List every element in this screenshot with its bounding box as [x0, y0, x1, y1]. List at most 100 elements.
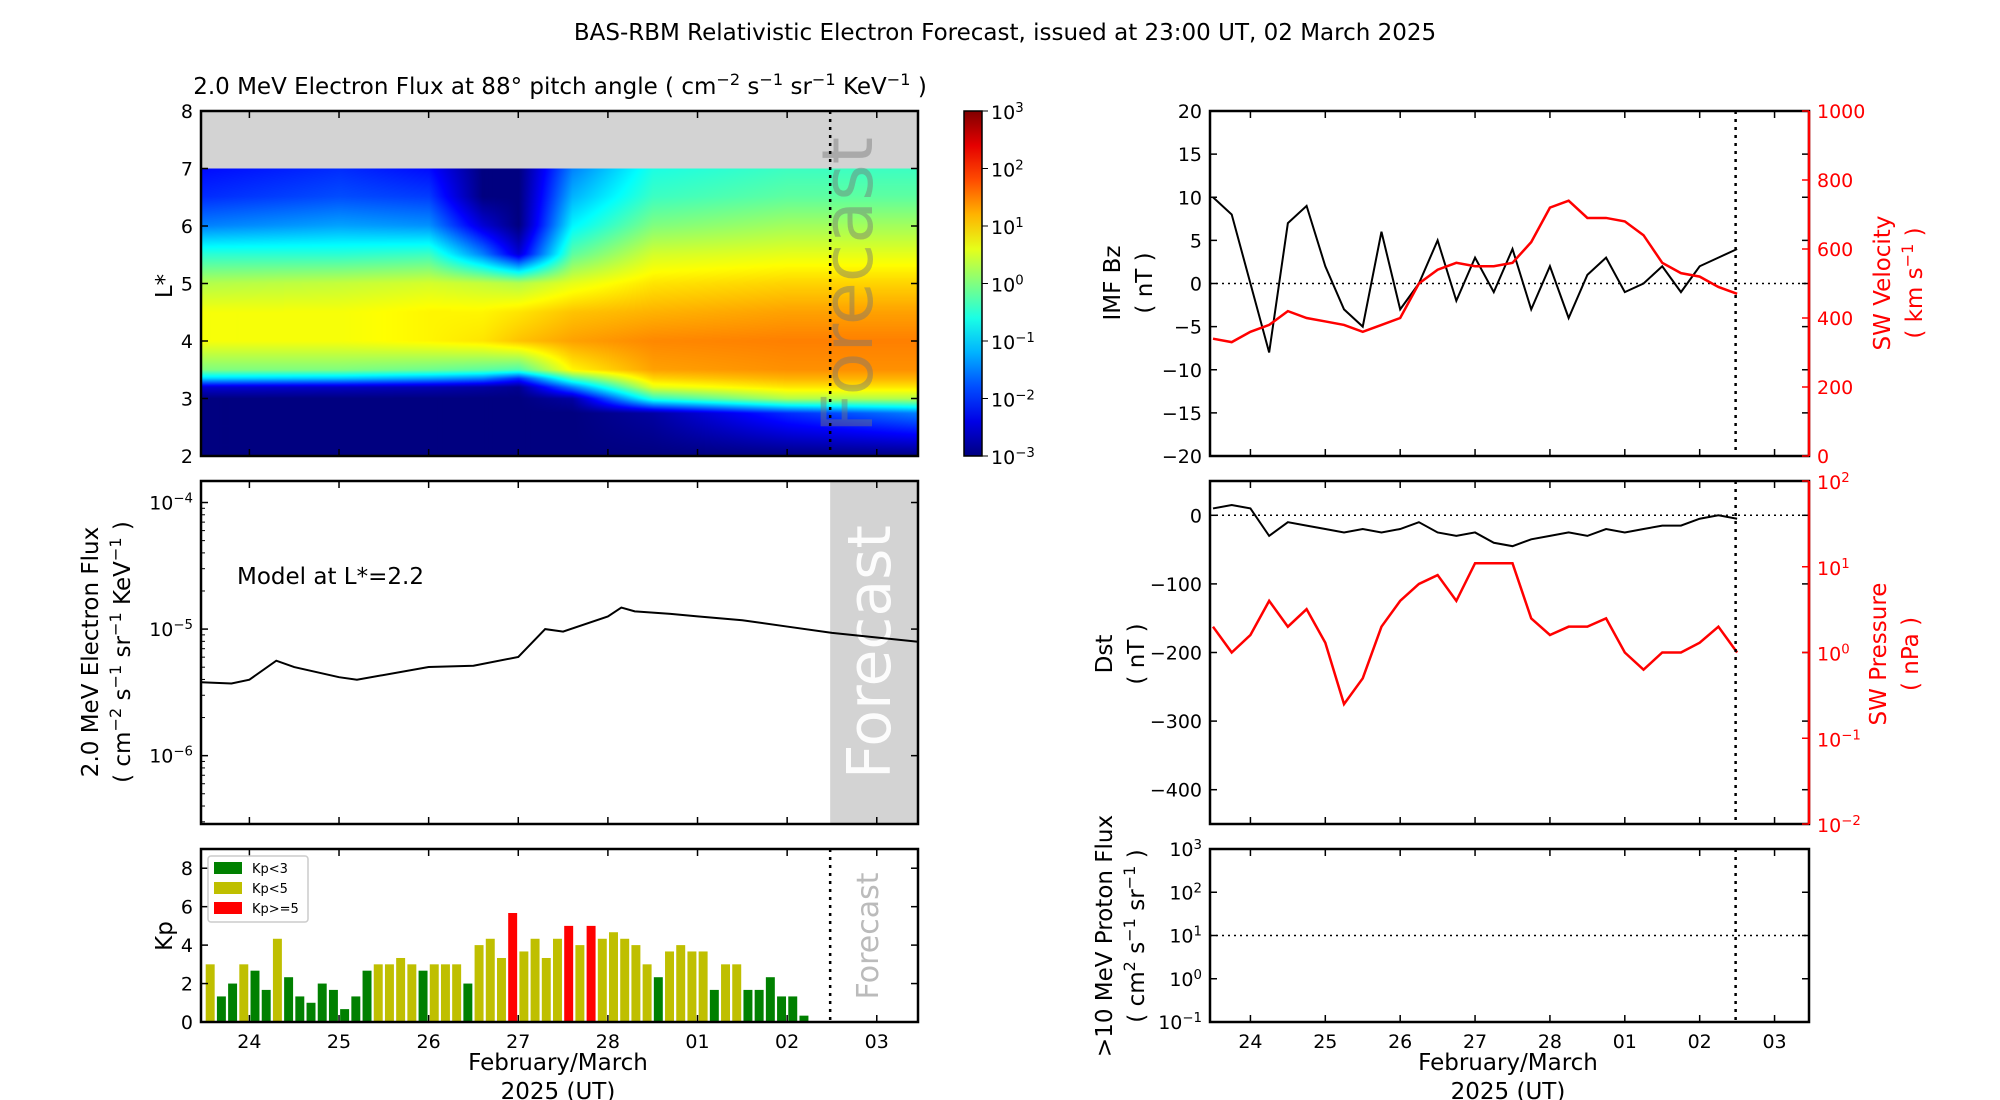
kp-bar — [440, 964, 450, 1022]
colorbar-tick-label: 100 — [991, 273, 1024, 297]
bz-ylabel-line1: IMF Bz — [1100, 245, 1126, 320]
kp-bar — [362, 970, 372, 1022]
flux-frame — [199, 479, 920, 826]
pressure-ytick-label: 10−2 — [1817, 814, 1861, 838]
bz-ytick-label: 5 — [1190, 230, 1202, 252]
flux-ylabel-line1: 2.0 MeV Electron Flux — [78, 527, 104, 777]
kp-bar — [351, 996, 361, 1022]
spectrogram-ytick-label: 3 — [181, 389, 193, 411]
kp-bar — [216, 996, 226, 1022]
kp-ytick-label: 8 — [181, 858, 193, 880]
kp-xtick-label: 03 — [865, 1031, 889, 1053]
dst-ylabel-line2: ( nT ) — [1124, 623, 1150, 684]
spectrogram-ytick-label: 2 — [181, 446, 193, 468]
kp-bar — [306, 1002, 316, 1022]
kp-bar — [541, 957, 551, 1022]
bz-line — [1212, 196, 1738, 353]
colorbar-tick-label: 101 — [991, 216, 1024, 240]
right-xlabel-line1: February/March — [1418, 1050, 1598, 1076]
kp-xtick-label: 02 — [775, 1031, 799, 1053]
velocity-ylabel-line2: ( km s−1 ) — [1898, 227, 1929, 338]
colorbar-tick-label: 102 — [991, 158, 1024, 182]
bz-ytick-label: −5 — [1174, 317, 1202, 339]
kp-bar — [284, 977, 294, 1022]
proton-ytick-label: 103 — [1169, 838, 1202, 862]
kp-bar — [788, 996, 798, 1022]
spectrogram-title: 2.0 MeV Electron Flux at 88° pitch angle… — [193, 70, 927, 101]
kp-bar — [295, 996, 305, 1022]
kp-bar — [653, 977, 663, 1022]
kp-bar — [496, 957, 506, 1022]
velocity-ytick-label: 800 — [1817, 170, 1853, 192]
spectrogram-ytick-label: 6 — [181, 216, 193, 238]
kp-bar — [519, 951, 529, 1022]
forecast-shade — [830, 481, 918, 824]
kp-legend-label: Kp>=5 — [252, 902, 299, 917]
kp-bar — [317, 983, 327, 1022]
bz-frame — [1208, 109, 1811, 458]
colorbar-tick-label: 10−1 — [991, 331, 1035, 355]
pressure-ylabel-line2: ( nPa ) — [1898, 617, 1924, 691]
kp-bar — [676, 945, 686, 1022]
left-xlabel-line1: February/March — [468, 1050, 648, 1076]
proton-ytick-label: 100 — [1169, 967, 1202, 991]
colorbar — [963, 110, 983, 457]
kp-bar — [418, 970, 428, 1022]
flux-ylabel-line2: ( cm−2 s−1 sr−1 KeV−1 ) — [106, 521, 137, 783]
kp-bar — [228, 983, 238, 1022]
kp-bar — [396, 957, 406, 1022]
bz-ytick-label: −20 — [1162, 446, 1202, 468]
proton-xtick-label: 03 — [1762, 1031, 1786, 1053]
kp-legend-swatch — [214, 902, 242, 914]
flux-ytick-label: 10−5 — [149, 618, 193, 642]
kp-frame — [199, 847, 920, 1024]
no-data-region — [201, 111, 918, 169]
kp-bar — [642, 964, 652, 1022]
kp-bar — [239, 964, 249, 1022]
dst-ytick-label: −100 — [1150, 574, 1202, 596]
kp-bar — [508, 913, 518, 1022]
colorbar-tick-label: 10−2 — [991, 388, 1035, 412]
proton-xtick-label: 26 — [1388, 1031, 1412, 1053]
kp-bar — [665, 951, 674, 1022]
proton-ytick-label: 101 — [1169, 924, 1202, 948]
kp-ytick-label: 0 — [181, 1012, 193, 1034]
flux-ytick-label: 10−6 — [149, 744, 193, 768]
bz-ytick-label: 15 — [1178, 144, 1202, 166]
spectrogram-ytick-label: 4 — [181, 331, 193, 353]
bz-ytick-label: −15 — [1162, 403, 1202, 425]
velocity-ytick-label: 1000 — [1817, 101, 1865, 123]
kp-bar — [564, 925, 574, 1022]
proton-xtick-label: 02 — [1688, 1031, 1712, 1053]
kp-bar — [463, 983, 473, 1022]
kp-bar — [620, 938, 630, 1022]
kp-bar — [597, 938, 607, 1022]
pressure-line — [1211, 561, 1739, 707]
kp-legend-swatch — [214, 882, 242, 894]
kp-bar — [485, 938, 495, 1022]
kp-bar — [575, 945, 585, 1022]
spectrogram-ytick-label: 8 — [181, 101, 193, 123]
kp-ylabel: Kp — [152, 921, 178, 951]
model-annotation: Model at L*=2.2 — [237, 564, 424, 590]
kp-bar — [765, 977, 775, 1022]
kp-bar — [452, 964, 462, 1022]
bz-ytick-label: 20 — [1178, 101, 1202, 123]
dst-frame — [1208, 479, 1811, 826]
kp-bar — [384, 964, 394, 1022]
figure-title: BAS-RBM Relativistic Electron Forecast, … — [574, 20, 1436, 46]
spectrogram-ytick-label: 7 — [181, 159, 193, 181]
pressure-ytick-label: 102 — [1817, 471, 1850, 495]
proton-xtick-label: 28 — [1538, 1031, 1562, 1053]
kp-bar — [407, 964, 417, 1022]
pressure-ytick-label: 100 — [1817, 642, 1850, 666]
kp-forecast-label: Forecast — [851, 872, 886, 999]
flux-forecast-label: Forecast — [835, 525, 905, 779]
spectrogram-ytick-label: 5 — [181, 274, 193, 296]
proton-ylabel-line2: ( cm2 s−1 sr−1 ) — [1120, 849, 1151, 1022]
pressure-ytick-label: 10−1 — [1817, 728, 1861, 752]
dst-ylabel-line1: Dst — [1092, 635, 1118, 674]
kp-bar — [530, 938, 540, 1022]
proton-ytick-label: 102 — [1169, 881, 1202, 905]
